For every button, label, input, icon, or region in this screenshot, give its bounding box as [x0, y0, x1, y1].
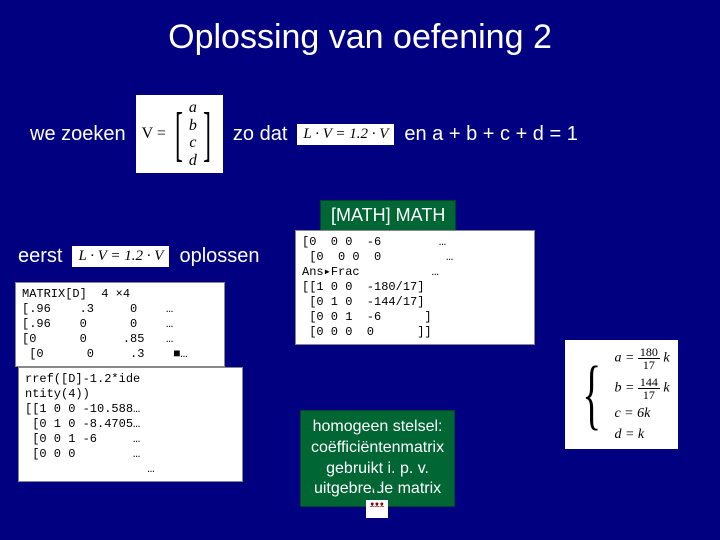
text-oplossen: oplossen	[179, 245, 259, 268]
result-system: { a = 18017 k b = 14417 k c = 6k d = k	[565, 340, 678, 449]
calc-screen-matrix-d: MATRIX[D] 4 ×4 [.96 .3 0 … [.96 0 0 … [0…	[15, 282, 225, 367]
callout-math: [MATH] MATH	[320, 200, 456, 231]
row-we-zoeken: we zoeken V = [ a b c d ] zo dat L · V =…	[30, 95, 578, 173]
text-eerst: eerst	[18, 245, 62, 268]
slide-title: Oplossing van oefening 2	[0, 0, 720, 57]
equation-LV-2: L · V = 1.2 · V	[72, 246, 169, 267]
vector-V: V = [ a b c d ]	[136, 95, 223, 173]
equation-LV: L · V = 1.2 · V	[297, 124, 394, 145]
callout-homogeen-pointer	[370, 481, 382, 495]
text-zo-dat: zo dat	[233, 123, 287, 146]
stamp-icon: ᴥᴥᴥ	[366, 500, 388, 518]
calc-screen-rref: rref([D]-1.2*ide ntity(4)) [[1 0 0 -10.5…	[18, 367, 243, 482]
text-constraint: en a + b + c + d = 1	[404, 123, 577, 146]
calc-screen-ansfrac: [0 0 0 -6 … [0 0 0 0 … Ans▸Frac … [[1 0 …	[295, 230, 535, 345]
row-eerst: eerst L · V = 1.2 · V oplossen	[18, 245, 260, 268]
text-we-zoeken: we zoeken	[30, 123, 126, 146]
